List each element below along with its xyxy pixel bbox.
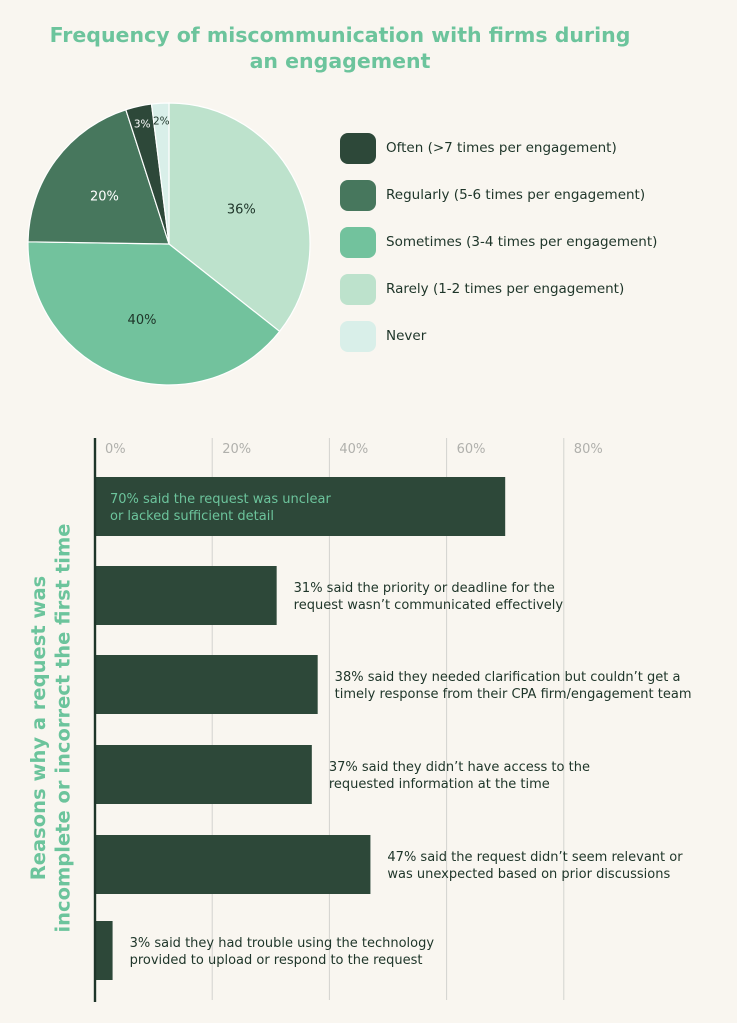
legend-label: Rarely (1-2 times per engagement) xyxy=(386,281,625,297)
legend-label: Regularly (5-6 times per engagement) xyxy=(386,187,646,203)
pie-slice-label-2: 20% xyxy=(90,190,119,205)
legend-item-0: Often (>7 times per engagement) xyxy=(340,132,657,164)
bar-chart: 0% 20% 40% 60% 80% Reasons why a request wasi… xyxy=(27,438,692,1002)
pie-chart-title: Frequency of miscommunication with firms… xyxy=(49,23,631,73)
legend-item-3: Rarely (1-2 times per engagement) xyxy=(340,273,657,305)
pie-slice-0 xyxy=(168,102,311,333)
bar-label-0: 70% said the request was unclear or lacke… xyxy=(110,492,331,524)
legend-label: Often (>7 times per engagement) xyxy=(386,140,617,156)
bar-5 xyxy=(95,921,113,980)
legend-swatch xyxy=(340,179,376,211)
legend-item-2: Sometimes (3-4 times per engagement) xyxy=(340,226,657,258)
y-axis-title: Reasons why a request wasincomplete or i… xyxy=(27,523,74,932)
pie-slice-4 xyxy=(150,102,170,245)
bar-4 xyxy=(95,835,371,894)
pie-slice-label-0: 36% xyxy=(227,203,256,218)
x-tick-label-4: 80% xyxy=(574,442,603,457)
x-tick-label-0: 0% xyxy=(105,442,126,457)
bar-3 xyxy=(95,745,312,804)
x-tick-label-1: 20% xyxy=(222,442,251,457)
bar-2 xyxy=(95,655,318,714)
pie-legend: Often (>7 times per engagement) Regularly… xyxy=(340,132,657,367)
legend-item-4: Never xyxy=(340,320,657,352)
bar-label-1: 31% said the priority or deadline for th… xyxy=(294,581,564,613)
legend-label: Never xyxy=(386,328,427,344)
legend-swatch xyxy=(340,226,376,258)
bar-label-5: 3% said they had trouble using the techn… xyxy=(130,936,435,968)
bar-label-2: 38% said they needed clarification but c… xyxy=(335,670,692,702)
x-tick-label-2: 40% xyxy=(339,442,368,457)
pie-slice-label-3: 3% xyxy=(134,118,151,130)
x-tick-label-3: 60% xyxy=(457,442,486,457)
legend-swatch xyxy=(340,273,376,305)
pie-chart: 36% 40% 20% 3% 2% xyxy=(27,102,311,386)
pie-slice-label-4: 2% xyxy=(153,116,170,128)
bar-1 xyxy=(95,566,277,625)
legend-swatch xyxy=(340,320,376,352)
bar-0 xyxy=(95,477,506,536)
pie-slice-1 xyxy=(27,241,281,386)
pie-slice-2 xyxy=(27,109,170,245)
legend-swatch xyxy=(340,132,376,164)
legend-label: Sometimes (3-4 times per engagement) xyxy=(386,234,658,250)
bar-label-4: 47% said the request didn’t seem relevan… xyxy=(387,850,683,882)
legend-item-1: Regularly (5-6 times per engagement) xyxy=(340,179,657,211)
bar-label-3: 37% said they didn’t have access to the r… xyxy=(329,760,590,792)
pie-slice-label-1: 40% xyxy=(128,313,157,328)
